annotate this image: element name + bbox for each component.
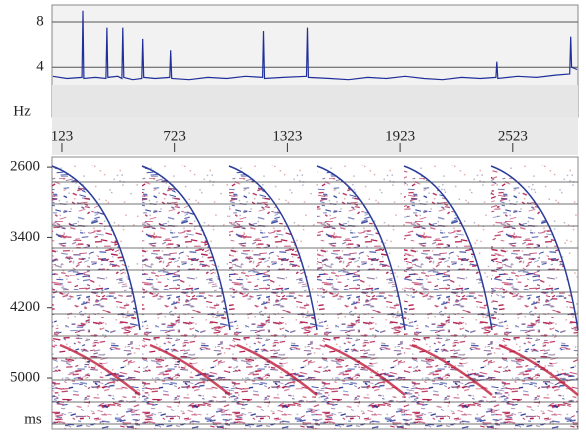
- x-tick-label: 1923: [385, 128, 415, 144]
- gather: [142, 166, 230, 429]
- first-break: [490, 165, 579, 331]
- y-tick-label: 8: [36, 13, 44, 29]
- y-label: ms: [24, 411, 42, 427]
- x-tick-label: 123: [51, 128, 74, 144]
- gather: [317, 166, 405, 429]
- y-tick-label: 5000: [10, 369, 40, 385]
- y-label: Hz: [13, 103, 31, 119]
- first-break: [316, 165, 406, 331]
- first-break: [403, 165, 493, 331]
- y-tick-label: 2600: [10, 159, 40, 175]
- y-tick-label: 3400: [10, 229, 40, 245]
- first-break: [141, 165, 231, 331]
- y-tick-label: 4200: [10, 299, 40, 315]
- first-break: [228, 165, 318, 331]
- event: [236, 343, 318, 396]
- x-tick-label: 2523: [498, 128, 528, 144]
- event: [324, 343, 406, 396]
- first-break: [51, 165, 141, 331]
- event: [498, 343, 579, 396]
- event: [149, 343, 231, 396]
- line-series: [52, 10, 578, 81]
- gather: [404, 166, 492, 429]
- event: [411, 343, 493, 396]
- x-tick-label: 1323: [272, 128, 302, 144]
- top-panel-shade: [52, 85, 578, 117]
- gather: [491, 166, 578, 429]
- gather: [52, 166, 140, 429]
- y-tick-label: 4: [36, 59, 44, 75]
- x-tick-label: 723: [163, 128, 186, 144]
- axis-strip: [52, 117, 578, 155]
- gather: [229, 166, 317, 429]
- event: [59, 343, 141, 396]
